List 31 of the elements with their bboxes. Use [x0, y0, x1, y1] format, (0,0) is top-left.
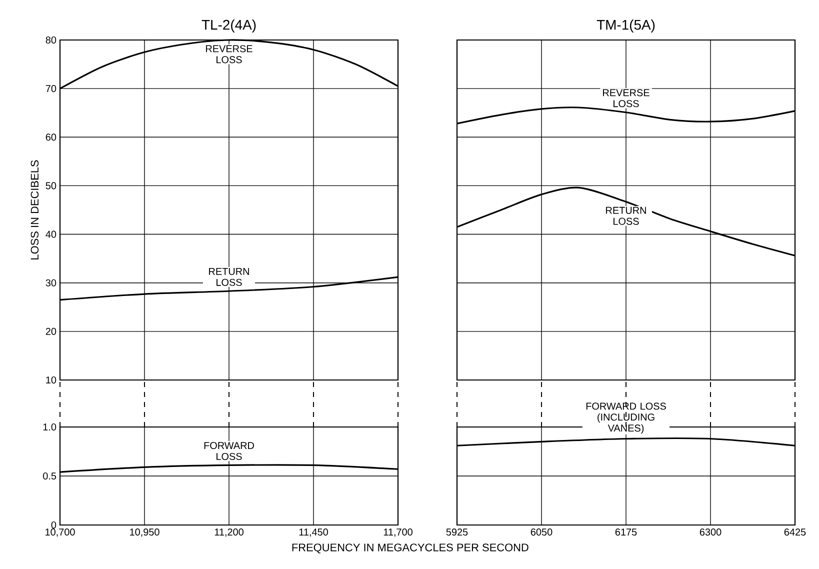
y-tick-label: 60	[46, 134, 56, 141]
series-label: REVERSE LOSS	[603, 89, 650, 108]
series-label: RETURN LOSS	[606, 206, 646, 225]
x-tick-label: 10,700	[46, 528, 75, 537]
x-tick-label: 11,450	[299, 528, 328, 537]
y-axis-title: LOSS IN DECIBELS	[30, 160, 39, 260]
y-tick-label: 50	[46, 182, 56, 190]
x-tick-label: 11,700	[384, 528, 412, 537]
y-tick-label: 80	[46, 36, 56, 44]
series-label: REVERSE LOSS	[206, 45, 252, 64]
x-tick-label: 6050	[530, 528, 552, 536]
y-tick-label: 10	[46, 376, 56, 384]
x-tick-label: 6300	[700, 528, 722, 536]
x-tick-label: 6425	[784, 528, 806, 536]
series-label: FORWARD LOSS (INCLUDING VANES)	[586, 402, 666, 434]
series-label: FORWARD LOSS	[204, 442, 254, 460]
y-tick-label: 1.0	[43, 423, 56, 431]
x-tick-label: 10,950	[130, 528, 160, 537]
x-tick-label: 6175	[615, 528, 637, 536]
y-tick-label: 0	[51, 521, 56, 529]
y-tick-label: 20	[46, 328, 56, 335]
x-axis-title: FREQUENCY IN MEGACYCLES PER SECOND	[292, 544, 528, 554]
y-tick-label: 40	[46, 230, 56, 238]
y-tick-label: 30	[46, 279, 56, 286]
y-tick-label: 70	[46, 85, 56, 92]
x-tick-label: 11,200	[214, 528, 244, 537]
chart-title: TL-2(4A)	[202, 20, 256, 32]
series-label: RETURN LOSS	[209, 268, 249, 286]
chart-title: TM-1(5A)	[596, 20, 655, 32]
y-tick-label: 0.5	[43, 472, 56, 480]
x-tick-label: 5925	[446, 528, 468, 536]
